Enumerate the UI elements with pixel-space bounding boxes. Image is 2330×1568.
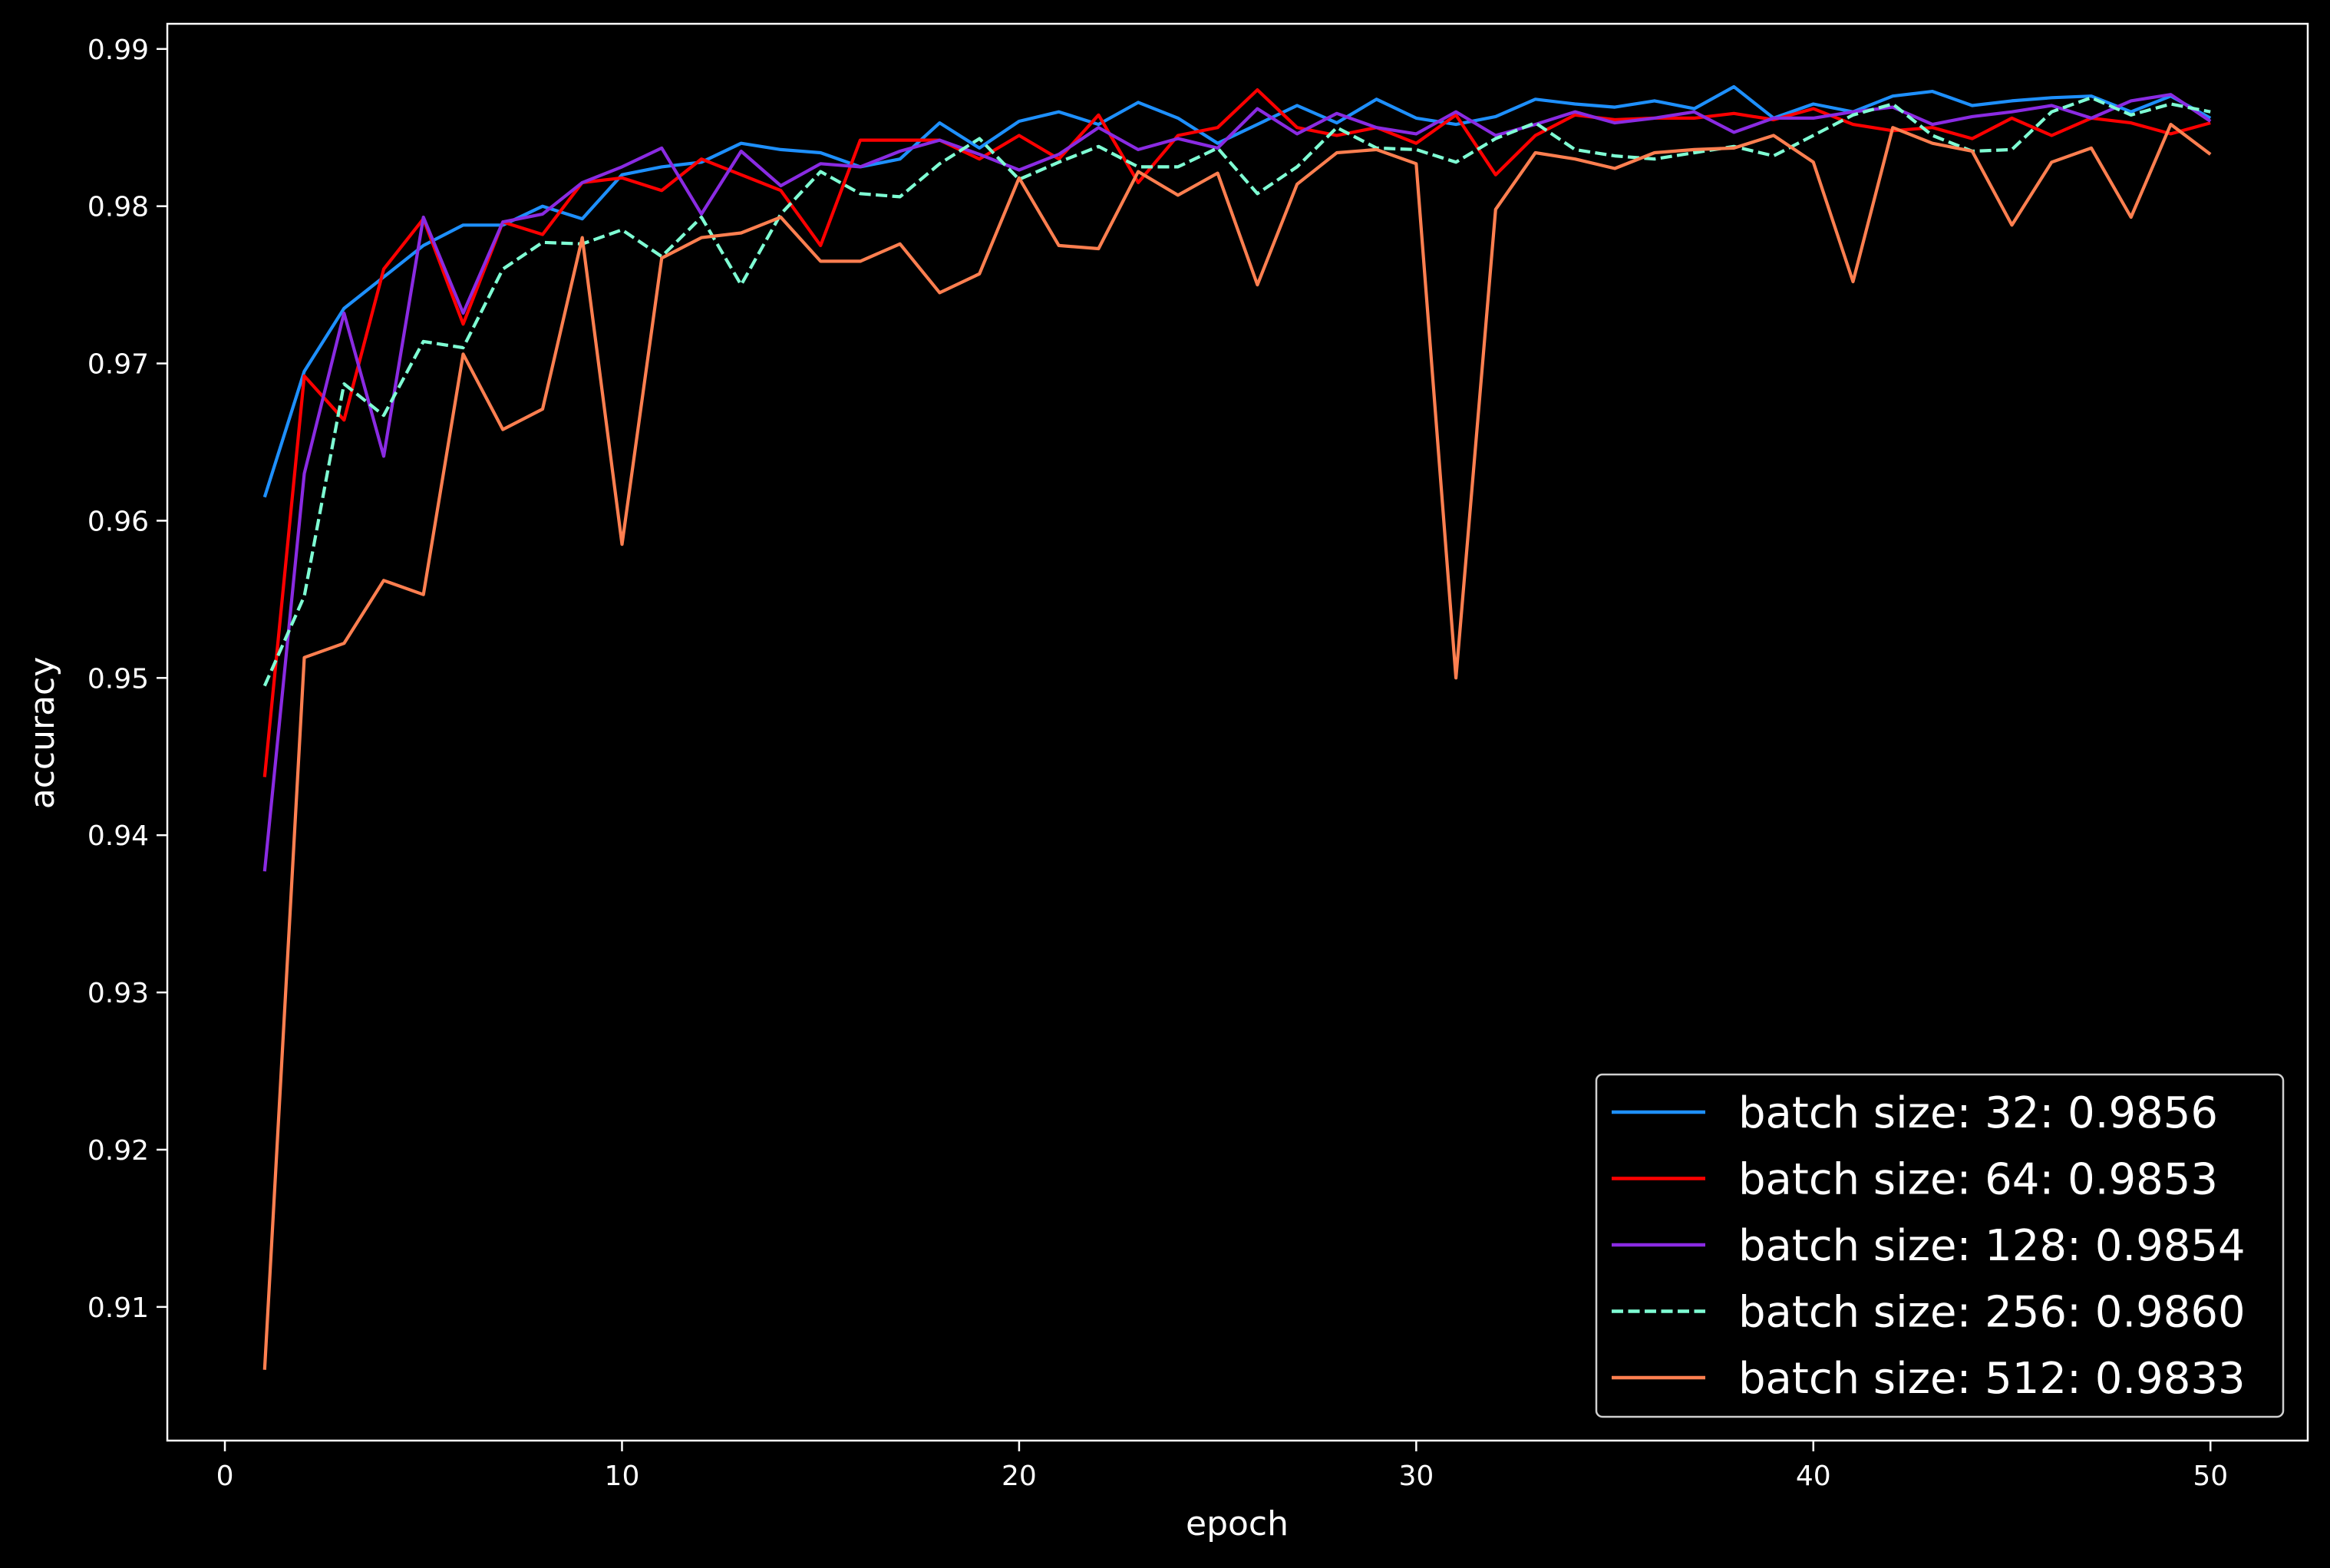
y-tick-label: 0.99 [87, 35, 149, 66]
x-tick-label: 0 [216, 1461, 234, 1492]
legend-box [1595, 1073, 2285, 1418]
y-tick-label: 0.95 [87, 663, 149, 695]
y-tick-label: 0.97 [87, 349, 149, 381]
series-line-1 [262, 84, 2212, 498]
series-line-3 [262, 93, 2212, 872]
legend-label-5: batch size: 512: 0.9833 [1738, 1354, 2246, 1404]
x-axis-ticks: 0 10 20 30 40 50 [216, 1441, 2228, 1492]
legend-label-2: batch size: 64: 0.9853 [1738, 1155, 2218, 1205]
x-tick-label: 30 [1398, 1461, 1434, 1492]
y-tick-label: 0.98 [87, 192, 149, 223]
x-axis-label: epoch [1186, 1504, 1289, 1543]
plot-frame [166, 22, 2309, 1442]
y-tick-label: 0.93 [87, 978, 149, 1009]
x-tick-label: 20 [1002, 1461, 1037, 1492]
y-axis-label: accuracy [23, 657, 62, 810]
y-tick-label: 0.91 [87, 1292, 149, 1324]
series-line-4 [262, 96, 2211, 687]
x-tick-label: 10 [605, 1461, 640, 1492]
legend-label-4: batch size: 256: 0.9860 [1738, 1288, 2246, 1338]
x-tick-label: 50 [2193, 1461, 2228, 1492]
series-layer [262, 84, 2212, 1370]
x-tick-label: 40 [1796, 1461, 1831, 1492]
y-tick-label: 0.92 [87, 1135, 149, 1167]
legend-label-1: batch size: 32: 0.9856 [1738, 1088, 2218, 1138]
legend-items: batch size: 32: 0.9856 batch size: 64: 0.… [1612, 1088, 2246, 1404]
y-tick-label: 0.96 [87, 506, 149, 537]
legend: batch size: 32: 0.9856 batch size: 64: 0.… [1595, 1073, 2285, 1418]
y-tick-label: 0.94 [87, 820, 149, 852]
y-axis-ticks: 0.91 0.92 0.93 0.94 0.95 0.96 0.97 0.98 0.99 [87, 35, 167, 1324]
legend-label-3: batch size: 128: 0.9854 [1738, 1221, 2246, 1271]
series-line-2 [262, 87, 2211, 777]
series-line-5 [262, 123, 2212, 1370]
